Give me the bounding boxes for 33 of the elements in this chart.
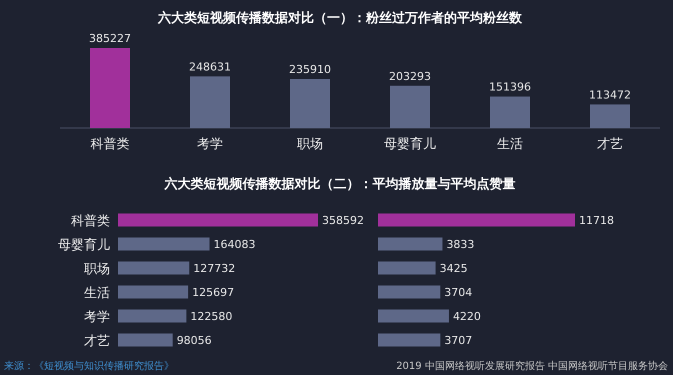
data-label: 3833	[446, 238, 474, 251]
y-tick-label: 才艺	[84, 334, 110, 349]
data-label: 122580	[190, 310, 232, 323]
text: 2019 中国网络视听发展研究报告 中国网络视听节目服务协会	[396, 360, 668, 372]
data-label: 98056	[176, 334, 212, 347]
chart-title: 六大类短视频传播数据对比（一）：粉丝过万作者的平均粉丝数	[157, 10, 523, 26]
data-label: 125697	[192, 286, 234, 299]
y-tick-label: 母婴育儿	[58, 237, 110, 253]
data-label: 358592	[322, 214, 364, 227]
x-tick-label: 生活	[497, 137, 523, 152]
chart-title: 六大类短视频传播数据对比（二）：平均播放量与平均点赞量	[164, 176, 516, 192]
x-tick-label: 职场	[297, 137, 323, 152]
data-label: 3704	[444, 286, 472, 299]
source-note: 来源：《短视频与知识传播研究报告》	[4, 360, 174, 372]
data-label: 3425	[440, 262, 468, 275]
data-label: 248631	[189, 60, 231, 74]
data-label: 113472	[589, 88, 631, 102]
data-label: 11718	[579, 214, 614, 227]
y-tick-label: 生活	[84, 286, 110, 301]
data-label: 4220	[452, 310, 481, 323]
data-label: 3707	[444, 334, 472, 347]
data-label: 151396	[489, 80, 531, 94]
y-tick-label: 职场	[84, 262, 110, 277]
x-tick-label: 才艺	[597, 137, 623, 152]
data-label: 164083	[214, 238, 256, 251]
data-label: 385227	[89, 32, 131, 45]
y-tick-label: 考学	[84, 310, 110, 325]
x-tick-label: 考学	[197, 137, 223, 152]
y-tick-label: 科普类	[71, 213, 110, 229]
data-label: 235910	[289, 63, 331, 76]
data-label: 203293	[389, 70, 431, 83]
data-label: 127732	[193, 262, 236, 275]
x-tick-label: 母婴育儿	[384, 136, 436, 152]
